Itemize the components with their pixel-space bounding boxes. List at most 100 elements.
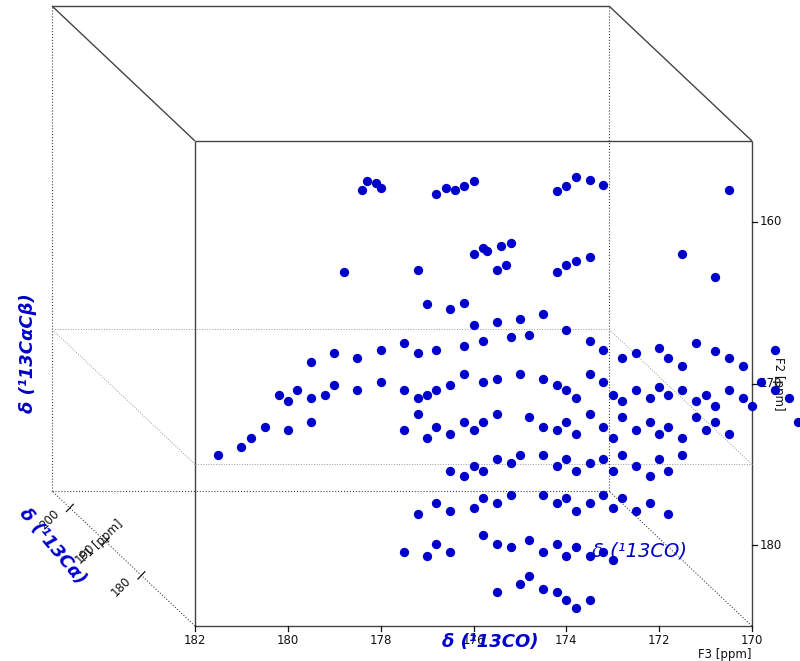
Point <box>550 538 563 549</box>
Point <box>643 393 656 403</box>
Point <box>398 385 410 395</box>
Text: 174: 174 <box>555 634 578 647</box>
Point <box>570 465 582 476</box>
Point <box>630 506 642 516</box>
Text: 178: 178 <box>370 634 392 647</box>
Point <box>337 266 350 277</box>
Point <box>583 551 596 562</box>
Point <box>444 506 457 516</box>
Point <box>597 344 610 355</box>
Point <box>662 422 675 432</box>
Point <box>676 433 689 444</box>
Point <box>490 409 503 420</box>
Point <box>690 396 702 407</box>
Point <box>583 252 596 262</box>
Point <box>430 189 442 200</box>
Point <box>514 449 526 460</box>
Point <box>522 330 535 340</box>
Point <box>458 341 470 352</box>
Point <box>467 249 480 260</box>
Point <box>305 357 318 368</box>
Point <box>370 178 382 188</box>
Point <box>583 369 596 379</box>
Point <box>662 465 675 476</box>
Point <box>616 352 629 363</box>
Point <box>537 584 550 594</box>
Point <box>430 344 442 355</box>
Point <box>699 389 712 400</box>
Point <box>430 498 442 508</box>
Point <box>653 342 666 353</box>
Point <box>458 181 470 192</box>
Point <box>467 320 480 330</box>
Point <box>606 555 619 565</box>
Point <box>662 352 675 363</box>
Point <box>676 385 689 395</box>
Point <box>490 587 503 598</box>
Point <box>560 417 573 428</box>
Point <box>495 241 508 251</box>
Point <box>606 433 619 444</box>
Text: δ (¹13CO): δ (¹13CO) <box>593 541 687 561</box>
Point <box>662 509 675 520</box>
Point <box>476 377 489 387</box>
Point <box>630 385 642 395</box>
Point <box>212 449 225 460</box>
Point <box>522 412 535 423</box>
Point <box>630 461 642 471</box>
Point <box>550 587 563 598</box>
Point <box>467 176 480 186</box>
Point <box>398 425 410 436</box>
Point <box>583 175 596 185</box>
Point <box>690 412 702 423</box>
Point <box>537 309 550 319</box>
Point <box>769 385 782 395</box>
Point <box>476 336 489 347</box>
Point <box>653 428 666 439</box>
Point <box>537 449 550 460</box>
Point <box>570 603 582 613</box>
Point <box>597 179 610 190</box>
Text: 180: 180 <box>760 539 782 552</box>
Point <box>560 385 573 395</box>
Point <box>570 506 582 516</box>
Point <box>709 417 722 428</box>
Point <box>537 373 550 384</box>
Point <box>537 490 550 500</box>
Point <box>430 422 442 432</box>
Point <box>746 401 758 411</box>
Point <box>439 182 452 193</box>
Point <box>444 380 457 391</box>
Point <box>351 385 364 395</box>
Point <box>550 266 563 277</box>
Point <box>570 255 582 266</box>
Point <box>583 409 596 420</box>
Point <box>522 570 535 581</box>
Point <box>476 493 489 504</box>
Text: F3 [ppm]: F3 [ppm] <box>698 648 752 661</box>
Text: δ (¹13CO): δ (¹13CO) <box>442 633 538 651</box>
Point <box>755 377 768 387</box>
Point <box>374 182 387 193</box>
Point <box>490 538 503 549</box>
Point <box>560 493 573 504</box>
Point <box>235 442 248 452</box>
Point <box>244 433 257 444</box>
Point <box>490 498 503 508</box>
Point <box>490 454 503 465</box>
Point <box>722 385 735 395</box>
Point <box>504 237 517 248</box>
Point <box>467 503 480 514</box>
Point <box>258 422 271 432</box>
Point <box>411 393 424 403</box>
Point <box>421 551 434 562</box>
Point <box>449 184 462 195</box>
Point <box>458 297 470 308</box>
Point <box>583 595 596 605</box>
Point <box>736 360 749 371</box>
Point <box>616 493 629 504</box>
Point <box>792 417 800 428</box>
Point <box>550 425 563 436</box>
Point <box>597 422 610 432</box>
Point <box>421 299 434 309</box>
